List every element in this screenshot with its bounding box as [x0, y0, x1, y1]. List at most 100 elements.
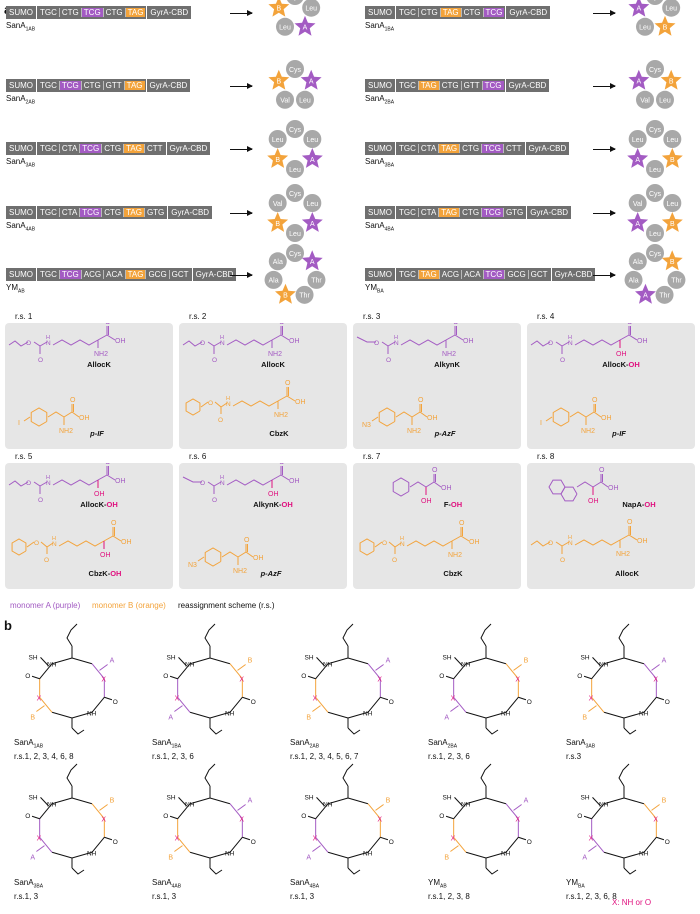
- monomer-name: NapA-OH: [622, 500, 655, 509]
- codon: TCG: [58, 270, 81, 279]
- monomer-letter: A: [168, 715, 173, 722]
- bond: [237, 664, 246, 671]
- bond: [229, 803, 243, 820]
- residue-a: A: [294, 15, 316, 36]
- residue-label: A: [309, 79, 314, 86]
- codon: TGC: [399, 270, 416, 279]
- residue-b: B: [661, 250, 683, 271]
- monomer-star: [267, 212, 289, 232]
- codon: TAG: [124, 8, 146, 17]
- x-linkage-label: X: [101, 817, 106, 824]
- thiol-label: SH: [443, 794, 452, 801]
- monomer-letter: B: [30, 715, 35, 722]
- alpha-hydroxyl-label: OH: [588, 498, 599, 505]
- residue-label: A: [636, 6, 641, 13]
- residue-circle: [286, 120, 304, 138]
- residue-label: Val: [633, 201, 643, 208]
- bond: [91, 836, 105, 853]
- amide-nh-label: NH: [225, 710, 235, 717]
- bond: [271, 466, 282, 481]
- hydroxyl-label: OH: [253, 555, 264, 562]
- construct-name-main: SanA: [365, 94, 385, 103]
- bond: [623, 727, 637, 735]
- residue-a: A: [301, 148, 323, 168]
- hydroxyl-label: OH: [427, 415, 438, 422]
- bond: [387, 341, 396, 347]
- gyra-cbd-tag: GyrA-CBD: [551, 268, 596, 281]
- amide-nh-label: NH: [323, 802, 333, 809]
- residue-label: A: [303, 25, 308, 32]
- bond: [643, 803, 657, 820]
- residue-circle: [624, 270, 643, 289]
- macrocycle: B A X X NH NH O O SH: [301, 763, 394, 875]
- peptide-ring: Cys A Leu Val B: [268, 60, 322, 109]
- codon: CTG: [460, 8, 483, 17]
- amide-nh-label: NH: [87, 710, 97, 717]
- scheme-label: r.s. 7: [363, 452, 381, 461]
- bond: [603, 797, 625, 805]
- codon: CTG: [459, 144, 482, 153]
- bond: [207, 481, 215, 494]
- bond: [106, 334, 116, 341]
- residue-cys: Cys: [286, 60, 304, 78]
- residue-circle: [303, 130, 322, 148]
- macrocycle: B A X X NH NH O O SH: [439, 623, 532, 735]
- residue-label: Cys: [649, 251, 662, 258]
- monomer-name-main: F-: [444, 500, 452, 509]
- bond: [450, 705, 459, 712]
- bond: [367, 663, 381, 680]
- bond: [47, 411, 65, 418]
- oxygen-label: O: [279, 463, 285, 466]
- gyra-cbd-tag: GyrA-CBD: [146, 79, 191, 92]
- codon: GTT: [460, 81, 482, 90]
- bond: [592, 797, 602, 807]
- bond: [453, 696, 467, 713]
- structure-sub: 4BA: [309, 883, 320, 890]
- bond: [11, 538, 27, 556]
- bond: [177, 663, 191, 680]
- peptide-ring: Cys Leu A Leu B Leu: [267, 120, 323, 178]
- construct-name-sub: 4BA: [384, 226, 395, 233]
- bond: [204, 547, 222, 567]
- hydrogen-label: H: [52, 536, 56, 542]
- amide-nh-label: NH: [599, 662, 609, 669]
- bond: [453, 803, 467, 820]
- nitrogen-label: N: [46, 480, 51, 487]
- bond: [51, 797, 73, 805]
- codon: TGC: [40, 81, 57, 90]
- residue-label: Leu: [632, 137, 644, 144]
- bond: [177, 803, 191, 820]
- thiol-label: SH: [29, 654, 38, 661]
- structure-label: SanA1AB r.s.1, 2, 3, 4, 6, 8: [14, 738, 74, 762]
- x-linkage-label: X: [175, 695, 180, 702]
- codon: TGC: [399, 8, 416, 17]
- bond: [411, 404, 421, 418]
- bond: [169, 815, 178, 820]
- codon-group: TGC CTG TAG CTG TCG: [396, 6, 506, 19]
- residue-ala: Ala: [264, 270, 283, 289]
- structure-sub: 1BA: [171, 743, 182, 750]
- monomer-letter: A: [30, 855, 35, 862]
- carbonyl-o-label: O: [301, 673, 306, 680]
- oxygen-label: O: [592, 397, 598, 404]
- monomer-star: [635, 283, 656, 304]
- bond: [347, 727, 361, 735]
- residue-circle: [636, 90, 655, 109]
- codon: CTG: [101, 208, 124, 217]
- codon: TAG: [124, 270, 146, 279]
- bond: [97, 326, 108, 341]
- thiol-label: SH: [167, 654, 176, 661]
- bond: [392, 477, 410, 497]
- structure-schemes: r.s.1, 2, 3, 6: [152, 751, 194, 761]
- x-linkage-label: X: [589, 695, 594, 702]
- bond: [97, 466, 108, 481]
- codon: GTG: [143, 208, 167, 217]
- structure-label: SanA1BA r.s.1, 2, 3, 6: [152, 738, 194, 762]
- structure-name: YM: [428, 878, 440, 887]
- x-linkage-label: X: [239, 817, 244, 824]
- bond: [315, 803, 329, 820]
- residue-circle: [636, 17, 655, 36]
- bond: [623, 867, 637, 875]
- bond: [591, 696, 605, 713]
- monomer-letter: A: [248, 797, 253, 804]
